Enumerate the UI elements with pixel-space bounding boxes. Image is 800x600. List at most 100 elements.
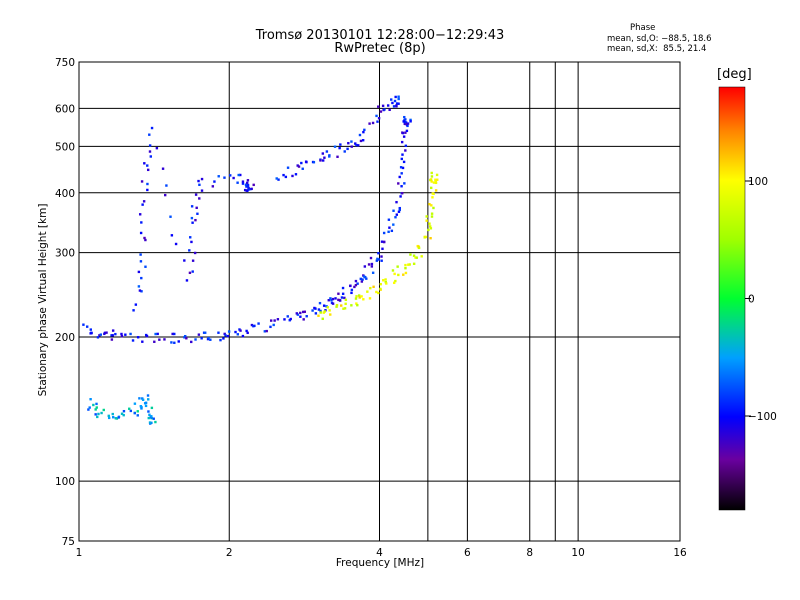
echo-point — [404, 271, 408, 275]
echo-point — [338, 299, 342, 302]
echo-point — [358, 296, 361, 299]
echo-point — [241, 180, 245, 183]
echo-point — [430, 212, 434, 215]
echo-point — [207, 336, 210, 340]
echo-point — [185, 337, 188, 340]
echo-point — [379, 110, 383, 113]
echo-point — [96, 415, 99, 419]
echo-point — [252, 183, 255, 187]
echo-point — [398, 208, 401, 212]
echo-point — [430, 186, 433, 190]
echo-point — [430, 180, 433, 183]
echo-point — [392, 105, 396, 108]
echo-point — [305, 315, 308, 318]
echo-point — [369, 256, 373, 260]
echo-point — [100, 411, 103, 415]
echo-point — [379, 282, 382, 286]
echo-point — [377, 117, 381, 120]
chart-subtitle: RwPretec (8p) — [334, 41, 426, 56]
echo-point — [393, 272, 396, 276]
echo-point — [141, 398, 145, 401]
echo-point — [392, 223, 395, 226]
echo-point — [250, 187, 253, 191]
echo-point — [326, 306, 329, 309]
echo-point — [217, 331, 220, 334]
echo-point — [194, 338, 197, 341]
echo-point — [404, 266, 407, 270]
echo-point — [404, 131, 407, 134]
echo-point — [334, 297, 337, 300]
echo-point — [399, 195, 402, 198]
echo-point — [137, 270, 141, 274]
echo-point — [415, 256, 418, 259]
echo-point — [120, 334, 124, 338]
echo-point — [110, 338, 114, 341]
echo-point — [87, 408, 90, 411]
echo-point — [226, 334, 230, 338]
echo-point — [311, 309, 314, 312]
echo-point — [150, 415, 153, 418]
echo-point — [269, 319, 273, 322]
echo-point — [336, 155, 339, 158]
echo-point — [138, 289, 142, 292]
echo-point — [404, 149, 407, 152]
echo-point — [318, 301, 322, 305]
echo-point — [198, 197, 201, 200]
echo-point — [188, 271, 192, 275]
echo-point — [275, 177, 278, 180]
echo-point — [149, 155, 152, 158]
echo-point — [328, 309, 331, 312]
echo-point — [148, 133, 151, 136]
echo-point — [325, 150, 329, 153]
echo-point — [371, 121, 375, 125]
echo-point — [342, 307, 345, 310]
echo-point — [302, 318, 305, 321]
echo-point — [354, 279, 358, 283]
echo-point — [350, 145, 353, 148]
echo-point — [124, 333, 127, 336]
phase-o-stats: mean, sd,O: −88.5, 18.6 — [607, 34, 712, 44]
echo-point — [253, 324, 256, 328]
echo-point — [365, 277, 368, 280]
echo-point — [173, 332, 176, 336]
echo-point — [148, 421, 152, 424]
echo-point — [391, 269, 395, 272]
echo-point — [417, 245, 420, 248]
echo-point — [370, 262, 374, 266]
echo-point — [403, 121, 407, 124]
echo-point — [289, 317, 292, 321]
echo-point — [158, 338, 161, 341]
echo-point — [340, 296, 344, 299]
echo-point — [82, 323, 85, 326]
echo-point — [232, 176, 235, 180]
x-tick-label: 2 — [226, 547, 233, 559]
echo-point — [431, 192, 434, 195]
echo-point — [296, 164, 299, 167]
echo-point — [430, 204, 433, 207]
echo-point — [377, 105, 380, 108]
echo-point — [246, 185, 250, 188]
echo-point — [301, 167, 304, 170]
echo-point — [402, 273, 405, 276]
echo-point — [115, 417, 119, 420]
echo-point — [89, 332, 92, 335]
echo-point — [156, 332, 159, 336]
echo-point — [170, 234, 174, 237]
echo-point — [241, 182, 245, 185]
echo-point — [128, 407, 131, 410]
echo-point — [137, 285, 141, 288]
echo-point — [355, 302, 358, 305]
echo-point — [95, 406, 98, 409]
echo-point — [88, 406, 91, 409]
echo-point — [102, 408, 105, 412]
echo-point — [400, 185, 403, 188]
echo-point — [191, 259, 195, 262]
echo-point — [148, 150, 152, 153]
echo-point — [431, 196, 434, 199]
echo-point — [399, 166, 403, 169]
echo-point — [191, 221, 194, 224]
echo-point — [146, 394, 150, 397]
echo-point — [120, 412, 124, 415]
echo-point — [144, 265, 147, 268]
echo-point — [197, 179, 200, 183]
